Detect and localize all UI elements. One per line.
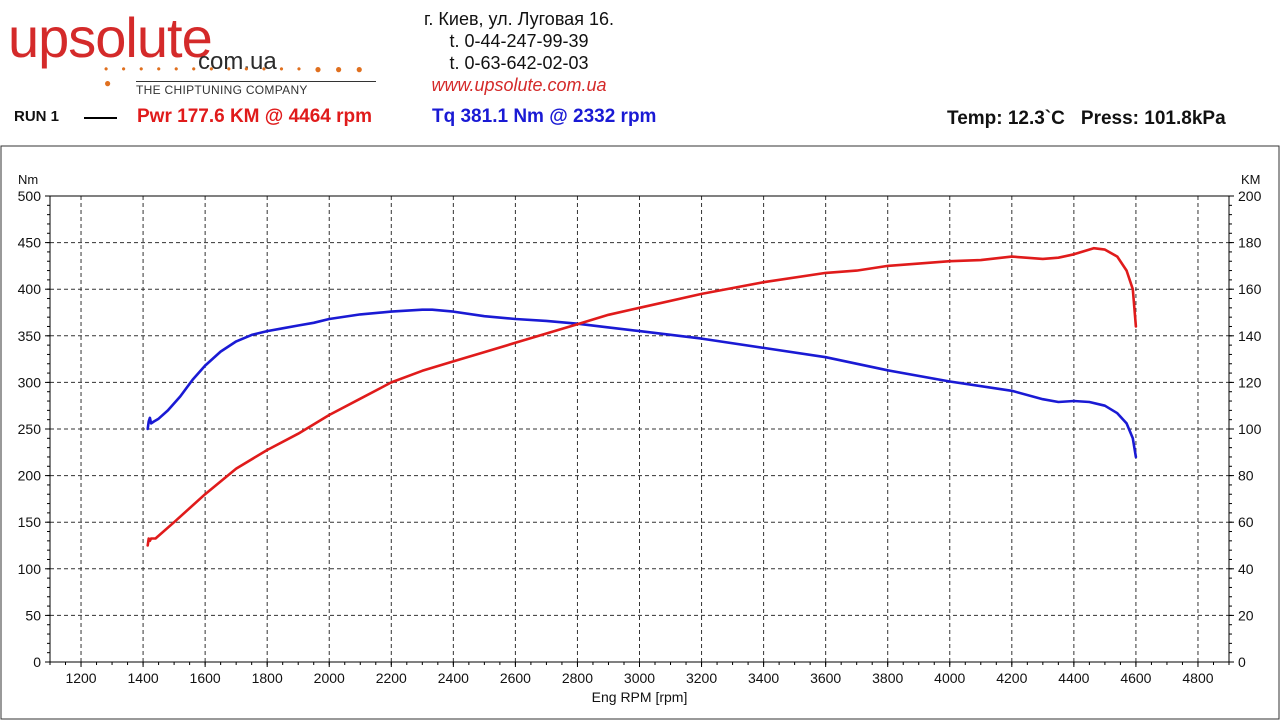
run-legend-line xyxy=(84,117,117,119)
y-right-tick-label: 100 xyxy=(1238,421,1262,437)
x-tick-label: 4600 xyxy=(1120,670,1151,686)
logo-domain: com.ua xyxy=(198,48,277,75)
y-left-tick-label: 50 xyxy=(25,607,41,623)
y-left-tick-label: 300 xyxy=(18,374,42,390)
torque-summary: Tq 381.1 Nm @ 2332 rpm xyxy=(432,106,657,127)
logo-wordmark: upsolute xyxy=(8,6,213,69)
y-axis-right-label: KM xyxy=(1241,172,1261,187)
y-left-tick-label: 500 xyxy=(18,188,42,204)
x-tick-label: 3200 xyxy=(686,670,717,686)
contact-block: г. Киев, ул. Луговая 16. t. 0-44-247-99-… xyxy=(400,8,638,96)
x-tick-label: 2200 xyxy=(376,670,407,686)
y-right-tick-label: 0 xyxy=(1238,654,1246,670)
y-right-tick-label: 140 xyxy=(1238,328,1262,344)
x-tick-label: 4000 xyxy=(934,670,965,686)
x-tick-label: 1400 xyxy=(128,670,159,686)
logo-tagline: THE CHIPTUNING COMPANY xyxy=(136,81,376,97)
y-axis-left-label: Nm xyxy=(18,172,38,187)
run-label: RUN 1 xyxy=(14,108,60,125)
dyno-chart: 1200 1400 1600 1800 2000 2200 2400 2600 2800 3000… xyxy=(0,145,1280,720)
website-link[interactable]: www.upsolute.com.ua xyxy=(431,75,607,95)
y-left-tick-label: 450 xyxy=(18,235,42,251)
y-right-tick-label: 60 xyxy=(1238,514,1254,530)
y-right-tick-label: 120 xyxy=(1238,374,1262,390)
x-tick-label: 2800 xyxy=(562,670,593,686)
chart-axes: 1200 1400 1600 1800 2000 2200 2400 2600 2800 3000… xyxy=(18,188,1262,686)
y-left-tick-label: 100 xyxy=(18,561,42,577)
y-left-tick-label: 400 xyxy=(18,281,42,297)
x-tick-label: 1800 xyxy=(252,670,283,686)
chart-grid xyxy=(50,196,1229,662)
chart-frame xyxy=(0,145,1280,720)
phone-1: t. 0-44-247-99-39 xyxy=(449,31,589,51)
series-line-pwr xyxy=(146,246,1138,547)
series-line-tq xyxy=(146,308,1138,459)
y-left-tick-label: 200 xyxy=(18,468,42,484)
temperature-readout: Temp: 12.3`C xyxy=(947,108,1065,129)
x-axis-label: Eng RPM [rpm] xyxy=(592,689,688,705)
y-right-tick-label: 200 xyxy=(1238,188,1262,204)
y-left-tick-label: 250 xyxy=(18,421,42,437)
y-right-tick-label: 160 xyxy=(1238,281,1262,297)
y-right-tick-label: 80 xyxy=(1238,468,1254,484)
power-summary: Pwr 177.6 KM @ 4464 rpm xyxy=(137,106,373,127)
x-tick-label: 3400 xyxy=(748,670,779,686)
phone-2: t. 0-63-642-02-03 xyxy=(449,53,589,73)
y-right-tick-label: 180 xyxy=(1238,235,1262,251)
x-tick-label: 1200 xyxy=(65,670,96,686)
pressure-readout: Press: 101.8kPa xyxy=(1080,108,1226,129)
x-tick-label: 3800 xyxy=(872,670,903,686)
y-left-tick-label: 0 xyxy=(33,654,41,670)
logo-dots: • • • • • • • • • • • • ● ● ● ● xyxy=(104,62,368,90)
x-tick-label: 3000 xyxy=(624,670,655,686)
x-tick-label: 3600 xyxy=(810,670,841,686)
conditions: Temp: 12.3`C Press: 101.8kPa xyxy=(947,108,1226,130)
x-tick-label: 1600 xyxy=(190,670,221,686)
x-tick-label: 2000 xyxy=(314,670,345,686)
upsolute-logo: upsolute com.ua • • • • • • • • • • • • … xyxy=(8,10,388,100)
y-right-tick-label: 40 xyxy=(1238,561,1254,577)
x-tick-label: 4200 xyxy=(996,670,1027,686)
chart-series xyxy=(146,246,1138,547)
y-left-tick-label: 350 xyxy=(18,328,42,344)
y-left-tick-label: 150 xyxy=(18,514,42,530)
x-tick-label: 4800 xyxy=(1182,670,1213,686)
y-right-tick-label: 20 xyxy=(1238,607,1254,623)
x-tick-label: 2600 xyxy=(500,670,531,686)
x-tick-label: 4400 xyxy=(1058,670,1089,686)
x-tick-label: 2400 xyxy=(438,670,469,686)
address-text: г. Киев, ул. Луговая 16. xyxy=(424,9,614,29)
